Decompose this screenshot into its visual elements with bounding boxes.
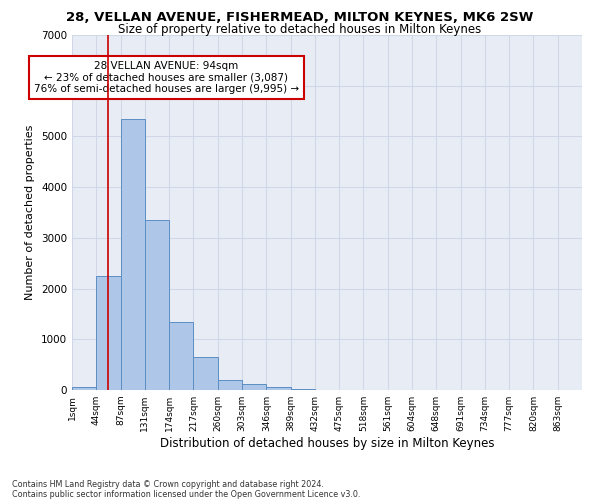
- Bar: [242, 384, 266, 390]
- X-axis label: Distribution of detached houses by size in Milton Keynes: Distribution of detached houses by size …: [160, 437, 494, 450]
- Bar: [121, 118, 145, 390]
- Text: 28 VELLAN AVENUE: 94sqm
← 23% of detached houses are smaller (3,087)
76% of semi: 28 VELLAN AVENUE: 94sqm ← 23% of detache…: [34, 61, 299, 94]
- Y-axis label: Number of detached properties: Number of detached properties: [25, 125, 35, 300]
- Bar: [96, 276, 121, 390]
- Bar: [218, 380, 242, 390]
- Text: 28, VELLAN AVENUE, FISHERMEAD, MILTON KEYNES, MK6 2SW: 28, VELLAN AVENUE, FISHERMEAD, MILTON KE…: [67, 11, 533, 24]
- Bar: [290, 389, 315, 390]
- Bar: [266, 387, 290, 390]
- Bar: [72, 388, 96, 390]
- Bar: [169, 322, 193, 390]
- Bar: [145, 220, 169, 390]
- Text: Contains HM Land Registry data © Crown copyright and database right 2024.
Contai: Contains HM Land Registry data © Crown c…: [12, 480, 361, 499]
- Bar: [193, 357, 218, 390]
- Text: Size of property relative to detached houses in Milton Keynes: Size of property relative to detached ho…: [118, 22, 482, 36]
